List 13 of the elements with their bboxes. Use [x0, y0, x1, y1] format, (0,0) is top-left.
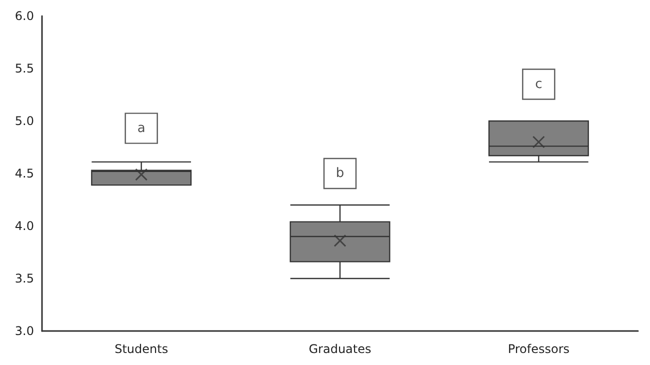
- x-tick-label: Professors: [508, 342, 570, 356]
- annotation: b: [336, 166, 344, 181]
- x-tick-label: Students: [114, 342, 168, 356]
- y-tick-label: 6.0: [14, 9, 34, 23]
- annotation: a: [137, 120, 146, 136]
- y-tick-label: 3.5: [14, 272, 34, 286]
- y-tick-label: 4.5: [14, 166, 34, 180]
- y-tick-label: 4.0: [14, 219, 34, 233]
- y-tick-label: 5.0: [14, 114, 34, 128]
- y-tick-label: 3.0: [14, 324, 34, 338]
- annotation: c: [535, 76, 542, 92]
- y-tick-label: 5.5: [14, 62, 34, 76]
- x-tick-label: Graduates: [308, 342, 372, 356]
